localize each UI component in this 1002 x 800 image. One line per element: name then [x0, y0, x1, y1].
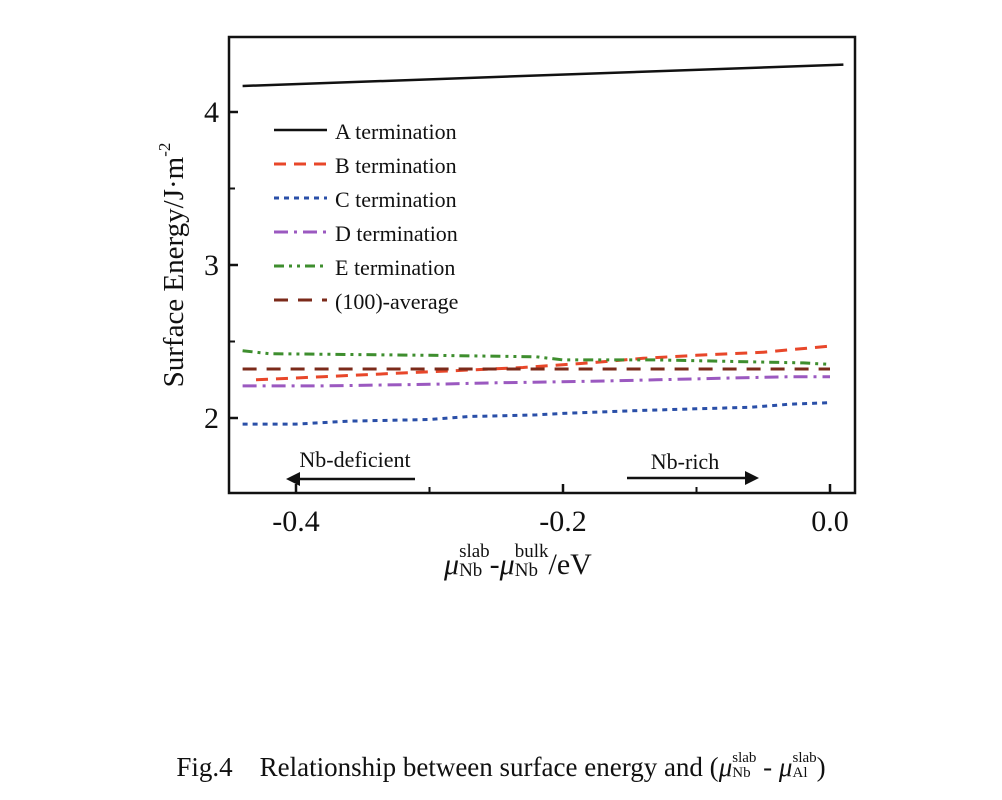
svg-text:Surface Energy/J·m-2: Surface Energy/J·m-2	[155, 143, 190, 388]
caption-mid: -	[756, 752, 779, 782]
legend-label: D termination	[335, 221, 458, 246]
x-tick-label: -0.4	[272, 505, 320, 538]
caption-suffix: )	[816, 752, 826, 782]
series-line-c	[242, 401, 831, 426]
legend-label: (100)-average	[335, 289, 458, 314]
series-line-b	[255, 344, 831, 382]
figure-caption: Fig.4 Relationship between surface energ…	[0, 749, 1002, 785]
x-label-dash: -	[489, 548, 500, 581]
caption-sub-1: Nb	[732, 764, 751, 781]
x-tick-label: -0.2	[539, 505, 587, 538]
x-label-mu-2: μ	[499, 548, 515, 581]
y-axis-label-exponent: -2	[155, 143, 174, 157]
annotations: Nb-deficient Nb-rich	[286, 447, 759, 486]
caption-mu-1: μ	[718, 752, 733, 782]
series-line-e	[242, 349, 831, 366]
x-label-sub-2: Nb	[514, 560, 538, 582]
y-tick-label: 3	[204, 249, 219, 282]
x-label-unit: /eV	[548, 548, 592, 581]
legend-label: E termination	[335, 255, 455, 280]
y-axis-label-text: Surface Energy/J·m	[158, 156, 190, 387]
x-label-sup-2: bulk	[514, 541, 549, 563]
caption-sup-2: slab	[792, 749, 817, 766]
axis-ticks: -0.4 -0.2 0.0 2 3 4	[204, 96, 849, 538]
annotation-nb-rich: Nb-rich	[651, 449, 719, 474]
legend: A termination B termination C termination D…	[274, 119, 458, 314]
legend-label: B termination	[335, 153, 457, 178]
caption-mu-2: μ	[778, 752, 793, 782]
x-tick-label: 0.0	[811, 505, 849, 538]
arrow-left-icon	[286, 472, 300, 486]
caption-sub-2: Al	[792, 764, 808, 781]
y-tick-label: 2	[204, 402, 219, 435]
legend-label: C termination	[335, 187, 457, 212]
y-axis-label: Surface Energy/J·m-2	[155, 143, 190, 388]
x-label-mu-1: μ	[444, 548, 460, 581]
x-axis-label: μ slab Nb -μ bulk Nb/eV	[444, 542, 592, 586]
legend-label: A termination	[335, 119, 457, 144]
series-line-a	[242, 63, 844, 88]
arrow-right-icon	[745, 471, 759, 485]
series-line-d	[242, 375, 830, 388]
y-tick-label: 4	[204, 96, 219, 129]
x-label-sub-1: Nb	[459, 560, 483, 582]
caption-prefix: Fig.4 Relationship between surface energ…	[176, 752, 719, 782]
annotation-nb-deficient: Nb-deficient	[299, 447, 410, 472]
series-group	[242, 63, 844, 426]
caption-sup-1: slab	[732, 749, 757, 766]
x-label-sup-1: slab	[459, 541, 490, 563]
